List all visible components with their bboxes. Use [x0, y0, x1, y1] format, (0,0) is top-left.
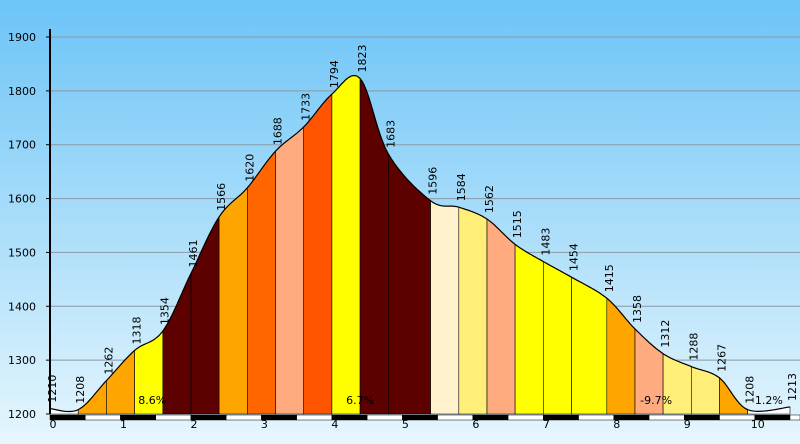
x-tick-0: 0 — [50, 418, 57, 431]
profile-outline — [49, 75, 791, 413]
x-axis-bar-19 — [719, 414, 756, 421]
x-tick-7: 7 — [543, 418, 550, 431]
x-axis-bar-1 — [84, 414, 121, 421]
x-tick-9: 9 — [684, 418, 691, 431]
segment-14 — [458, 206, 488, 415]
segment-13 — [430, 200, 460, 415]
value-label-23: 1267 — [716, 344, 729, 372]
value-label-22: 1288 — [687, 333, 700, 361]
value-label-18: 1454 — [568, 243, 581, 271]
value-label-17: 1483 — [539, 228, 552, 256]
value-label-9: 1733 — [300, 93, 313, 121]
y-tick-1200: 1200 — [8, 408, 36, 421]
segment-18 — [571, 276, 608, 415]
axes — [49, 29, 800, 421]
x-axis-bar-15 — [578, 414, 615, 421]
y-tick-1500: 1500 — [8, 246, 36, 259]
x-tick-3: 3 — [261, 418, 268, 431]
gradient-label-2: -9.7% — [640, 394, 672, 407]
gradient-labels: 8.6% 6.7% -9.7% 1.2% — [138, 394, 783, 407]
y-tick-1400: 1400 — [8, 300, 36, 313]
value-label-12: 1683 — [384, 120, 397, 148]
value-label-10: 1794 — [328, 60, 341, 88]
value-label-11: 1823 — [356, 45, 369, 73]
segment-8 — [275, 126, 304, 415]
segment-10 — [331, 75, 361, 415]
x-axis-bar-21 — [789, 414, 800, 421]
x-axis-bar-3 — [155, 414, 192, 421]
segment-15 — [486, 218, 516, 415]
value-label-24: 1208 — [744, 376, 757, 404]
value-label-2: 1262 — [102, 347, 115, 375]
y-tick-1300: 1300 — [8, 354, 36, 367]
gradient-label-1: 6.7% — [346, 394, 374, 407]
value-label-5: 1461 — [187, 239, 200, 267]
value-label-4: 1354 — [159, 297, 172, 325]
segment-17 — [543, 261, 572, 415]
x-tick-1: 1 — [120, 418, 127, 431]
x-tick-2: 2 — [190, 418, 197, 431]
value-label-14: 1584 — [455, 173, 468, 201]
segment-16 — [514, 243, 544, 415]
x-axis-bar-7 — [296, 414, 333, 421]
value-label-16: 1515 — [511, 210, 524, 238]
x-axis-bar-11 — [437, 414, 474, 421]
gradient-label-0: 8.6% — [138, 394, 166, 407]
value-label-7: 1620 — [243, 154, 256, 182]
x-axis-bar-9 — [366, 414, 403, 421]
value-label-1: 1208 — [74, 376, 87, 404]
value-label-0: 1210 — [46, 375, 59, 403]
x-axis-bar-5 — [225, 414, 262, 421]
x-tick-10: 10 — [751, 418, 765, 431]
segment-6 — [218, 187, 248, 415]
value-label-8: 1688 — [271, 117, 284, 145]
y-tick-1800: 1800 — [8, 85, 36, 98]
value-label-20: 1358 — [631, 295, 644, 323]
profile-line — [49, 75, 791, 413]
segment-7 — [247, 150, 276, 415]
x-tick-6: 6 — [472, 418, 479, 431]
y-tick-1900: 1900 — [8, 31, 36, 44]
x-tick-labels: 0 1 2 3 4 5 6 7 8 9 10 — [50, 418, 765, 431]
value-label-15: 1562 — [483, 185, 496, 213]
value-label-3: 1318 — [131, 316, 144, 344]
x-axis-bar-17 — [648, 414, 685, 421]
segment-9 — [303, 93, 333, 415]
x-axis-bar-13 — [507, 414, 544, 421]
gradient-label-3: 1.2% — [755, 394, 783, 407]
x-tick-5: 5 — [402, 418, 409, 431]
value-label-25: 1213 — [786, 373, 799, 401]
elevation-value-labels: 1210 1208 1262 1318 1354 1461 1566 1620 1688 1733… — [46, 45, 799, 404]
y-tick-1600: 1600 — [8, 193, 36, 206]
value-label-19: 1415 — [603, 264, 616, 292]
y-tick-1700: 1700 — [8, 139, 36, 152]
value-label-6: 1566 — [215, 183, 228, 211]
x-tick-4: 4 — [331, 418, 338, 431]
value-label-13: 1596 — [427, 167, 440, 195]
value-label-21: 1312 — [659, 320, 672, 348]
y-tick-labels: 1200 1300 1400 1500 1600 1700 1800 1900 — [8, 31, 50, 421]
x-tick-8: 8 — [613, 418, 620, 431]
